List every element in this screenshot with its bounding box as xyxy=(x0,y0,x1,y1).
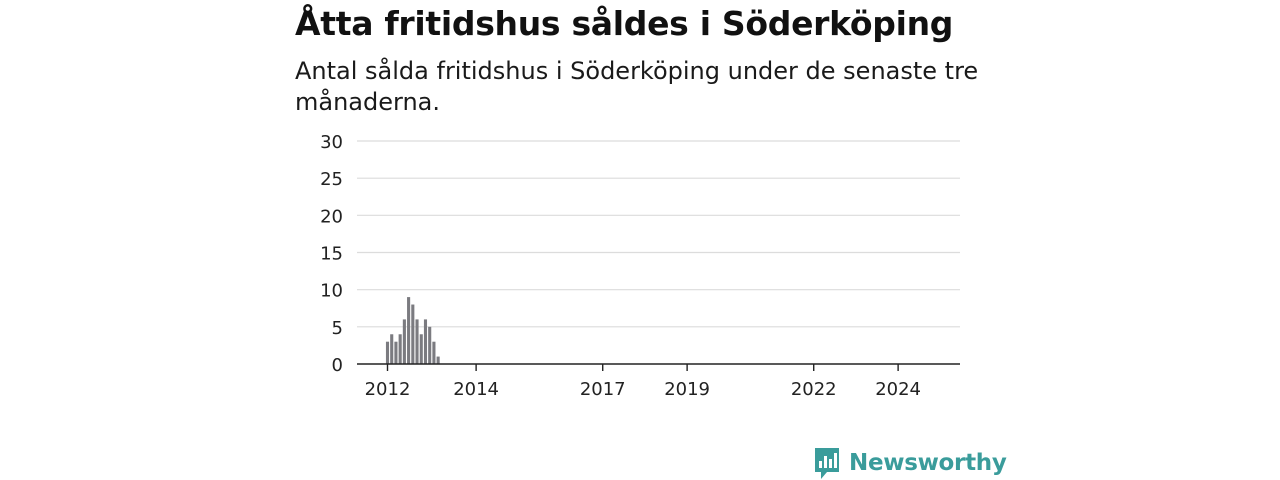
x-tick-label: 2012 xyxy=(365,379,411,400)
bar xyxy=(402,319,406,364)
y-tick-label: 5 xyxy=(332,318,343,339)
newsworthy-logo-icon xyxy=(815,448,839,479)
bar xyxy=(436,356,440,364)
bar xyxy=(419,334,423,364)
bar xyxy=(415,319,419,364)
chart-subtitle: Antal sålda fritidshus i Söderköping und… xyxy=(295,57,979,116)
bars xyxy=(385,297,440,364)
bar xyxy=(423,319,428,364)
brand-name: Newsworthy xyxy=(849,450,1007,476)
bar xyxy=(428,326,432,364)
y-tick-label: 15 xyxy=(320,244,343,265)
bar xyxy=(411,304,415,364)
x-tick-label: 2024 xyxy=(875,379,921,400)
x-tick-label: 2022 xyxy=(791,379,837,400)
bar xyxy=(407,297,411,364)
y-tick-label: 0 xyxy=(332,355,343,376)
y-tick-label: 30 xyxy=(320,132,343,153)
x-tick-label: 2017 xyxy=(580,379,626,400)
x-tick-label: 2014 xyxy=(453,379,499,400)
axes: 0510152025302012201420172019202220248 xyxy=(320,132,960,400)
brand-logo: Newsworthy xyxy=(813,446,1007,480)
y-tick-label: 10 xyxy=(320,281,343,302)
bar xyxy=(394,341,398,364)
y-tick-label: 20 xyxy=(320,206,343,227)
bar xyxy=(390,334,394,364)
y-tick-label: 25 xyxy=(320,169,343,190)
bar xyxy=(398,334,402,364)
chart-card: Åtta fritidshus såldes i Söderköping Ant… xyxy=(295,0,1007,480)
chart-title: Åtta fritidshus såldes i Söderköping xyxy=(295,4,954,43)
grid-lines xyxy=(357,140,960,328)
bar xyxy=(432,341,436,364)
bar-chart: 0510152025302012201420172019202220248 xyxy=(320,132,960,400)
x-tick-label: 2019 xyxy=(664,379,710,400)
bar xyxy=(385,341,390,364)
